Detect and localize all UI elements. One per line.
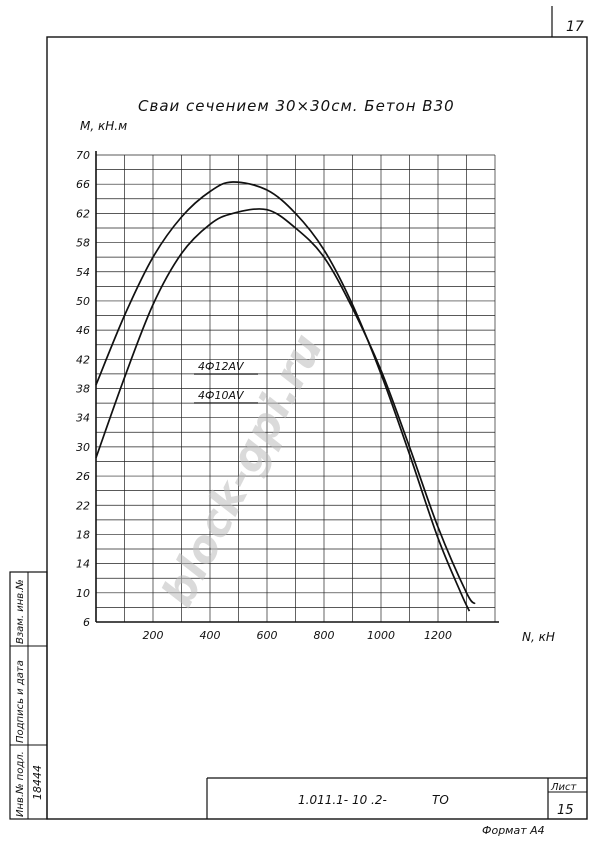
y-tick-label: 10	[76, 587, 90, 600]
tick-labels: 6 10 14 18 22 26 30 34 38 42 46 50 54 58 62 66 70 200 400 6…	[76, 149, 452, 642]
grid	[95, 151, 499, 623]
side-stamp-text-3: Взам. инв.№	[15, 579, 26, 644]
title-block: 1.011.1- 10 .2- ТО Лист 15	[206, 777, 587, 819]
x-axis-label: N, кН	[522, 630, 555, 644]
y-tick-label: 26	[76, 470, 90, 483]
x-tick-label: 600	[257, 629, 278, 642]
chart-title: Сваи сечением 30×30см. Бетон В30	[138, 97, 455, 115]
y-tick-label: 6	[83, 616, 90, 629]
list-number: 15	[557, 803, 574, 818]
format-label: Формат А4	[482, 824, 545, 837]
side-stamp: Взам. инв.№ Подпись и дата Инв.№ подл. 1…	[9, 571, 48, 820]
y-tick-label: 30	[76, 441, 90, 454]
document-suffix: ТО	[432, 793, 449, 807]
y-axis-label: М, кН.м	[80, 119, 127, 133]
side-stamp-text-1: Инв.№ подл.	[15, 751, 26, 817]
inventory-number: 18444	[31, 765, 44, 800]
x-tick-label: 1000	[367, 629, 395, 642]
y-tick-label: 70	[76, 149, 90, 162]
legend: 4Ф12АV 4Ф10АV	[194, 360, 258, 404]
y-tick-label: 38	[76, 383, 90, 396]
series-line-2	[95, 208, 476, 605]
x-tick-label: 800	[314, 629, 335, 642]
sheet-number-top: 17	[566, 19, 584, 35]
y-tick-label: 46	[76, 324, 90, 337]
series-line-1	[95, 181, 471, 612]
x-tick-label: 200	[143, 629, 164, 642]
document-code: 1.011.1- 10 .2-	[298, 793, 387, 807]
y-tick-label: 66	[76, 178, 90, 191]
y-tick-label: 42	[76, 353, 90, 366]
y-tick-label: 54	[76, 266, 90, 279]
y-tick-label: 50	[76, 295, 90, 308]
sheet-frame	[46, 36, 588, 820]
y-tick-label: 22	[76, 499, 90, 512]
y-tick-label: 18	[76, 528, 90, 541]
side-stamp-text-2: Подпись и дата	[15, 660, 26, 743]
series-lines	[95, 181, 476, 612]
chart-area: 6 10 14 18 22 26 30 34 38 42 46 50 54 58 62 66 70 200 400 6…	[76, 149, 499, 642]
y-tick-label: 58	[76, 237, 90, 250]
y-tick-label: 14	[76, 558, 90, 571]
y-tick-label: 34	[76, 412, 90, 425]
y-tick-label: 62	[76, 207, 90, 220]
x-tick-label: 1200	[424, 629, 452, 642]
list-label: Лист	[550, 782, 578, 793]
legend-label-1: 4Ф12АV	[198, 360, 245, 373]
legend-label-2: 4Ф10АV	[198, 389, 245, 402]
x-tick-label: 400	[200, 629, 221, 642]
